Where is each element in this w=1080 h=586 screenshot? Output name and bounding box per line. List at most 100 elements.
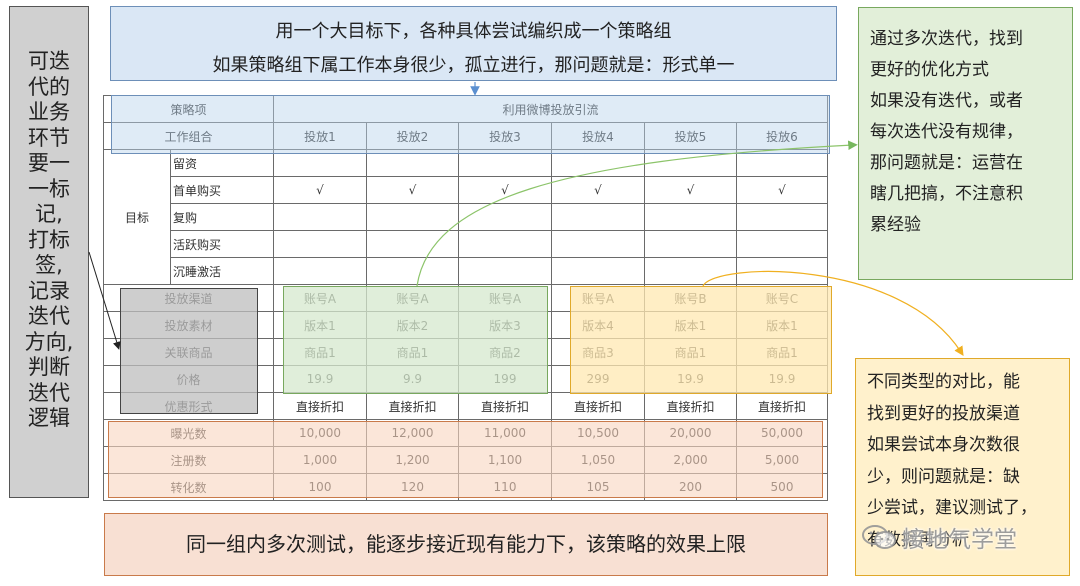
attribute-value: 直接折扣 [644, 392, 737, 420]
goal-mark [644, 230, 737, 258]
goal-mark [551, 203, 645, 231]
goal-mark [644, 257, 737, 285]
goal-mark [366, 203, 459, 231]
attribute-value: 账号A [458, 284, 552, 312]
goal-mark [458, 149, 552, 177]
attribute-value: 商品3 [551, 338, 645, 366]
left-note-line: 迭代 [28, 304, 70, 328]
goal-mark [458, 230, 552, 258]
goal-name: 复购 [170, 203, 274, 231]
left-note-line: 一标 [28, 176, 70, 201]
left-note-line: 判断 [28, 355, 70, 379]
metric-value: 50,000 [736, 419, 828, 447]
right-yellow-line: 少，则问题就是：缺 [867, 466, 1020, 487]
metric-value: 2,000 [644, 446, 737, 474]
attribute-value: 直接折扣 [366, 392, 459, 420]
table-row-attribute: 关联商品 商品1 商品1 商品2 商品3 商品1 商品1 [103, 338, 828, 366]
table-row-goal: 沉睡激活 [104, 257, 828, 285]
right-green-line: 累经验 [870, 215, 921, 235]
table-row-attribute: 投放素材 版本1 版本2 版本3 版本4 版本1 版本1 [103, 311, 828, 339]
goal-name: 首单购买 [170, 176, 274, 204]
goal-mark [458, 203, 552, 231]
goal-mark [736, 230, 828, 258]
goal-mark [644, 203, 737, 231]
metric-value: 5,000 [736, 446, 828, 474]
metric-name: 曝光数 [103, 419, 274, 447]
strategy-value: 利用微博投放引流 [273, 95, 828, 123]
attribute-value: 商品2 [458, 338, 552, 366]
watermark-text: 接地气学堂 [902, 527, 1017, 553]
table-row-strategy: 策略项 利用微博投放引流 [103, 95, 828, 123]
left-note-line: 可迭 [28, 49, 70, 73]
attribute-value: 直接折扣 [458, 392, 552, 420]
column-header: 投放5 [644, 122, 737, 150]
goal-name: 活跃购买 [170, 230, 274, 258]
metric-value: 10,500 [551, 419, 645, 447]
attribute-name: 优惠形式 [103, 392, 274, 420]
table-row-goal: 首单购买 √ √ √ √ √ √ [104, 176, 828, 204]
left-note-line: 记录 [28, 278, 70, 303]
strategy-table: 策略项 利用微博投放引流 工作组合 投放1 投放2 投放3 投放4 投放5 投放… [103, 95, 828, 501]
metric-value: 11,000 [458, 419, 552, 447]
column-header: 投放1 [273, 122, 367, 150]
metric-value: 20,000 [644, 419, 737, 447]
attribute-value: 199 [458, 365, 552, 393]
column-header: 投放3 [458, 122, 552, 150]
attribute-value: 版本4 [551, 311, 645, 339]
right-note-iteration: 通过多次迭代，找到 更好的优化方式 如果没有迭代，或者 每次迭代没有规律， 那问… [858, 7, 1073, 280]
attribute-value: 版本1 [736, 311, 828, 339]
attribute-value: 商品1 [736, 338, 828, 366]
left-note-line: 要一 [28, 151, 70, 175]
right-green-line: 每次迭代没有规律， [870, 122, 1023, 142]
goal-mark: √ [551, 176, 645, 204]
attribute-value: 商品1 [366, 338, 459, 366]
table-row-combo: 工作组合 投放1 投放2 投放3 投放4 投放5 投放6 [103, 122, 828, 150]
table-row-metric: 注册数 1,000 1,200 1,100 1,050 2,000 5,000 [103, 446, 828, 474]
right-green-line: 更好的优化方式 [870, 60, 989, 80]
right-yellow-line: 少尝试，建议测试了， [867, 498, 1037, 518]
metric-value: 1,050 [551, 446, 645, 474]
goal-mark [551, 149, 645, 177]
bottom-note-effect-limit: 同一组内多次测试，能逐步接近现有能力下，该策略的效果上限 [104, 513, 828, 576]
metric-value: 120 [366, 473, 459, 501]
goal-name: 留资 [170, 149, 274, 177]
table-row-goal: 活跃购买 [104, 230, 828, 258]
right-yellow-line: 如果尝试本身次数很 [867, 435, 1020, 455]
goal-mark [273, 230, 367, 258]
attribute-value: 账号C [736, 284, 828, 312]
left-note-line: 方向, [24, 329, 74, 354]
goal-mark [736, 203, 828, 231]
top-note-line-2: 如果策略组下属工作本身很少，孤立进行，那问题就是：形式单一 [212, 55, 735, 76]
metric-value: 200 [644, 473, 737, 501]
left-note-line: 签, [35, 253, 63, 277]
attribute-value: 版本1 [273, 311, 367, 339]
table-row-attribute: 优惠形式 直接折扣 直接折扣 直接折扣 直接折扣 直接折扣 直接折扣 [103, 392, 828, 420]
goal-mark [551, 230, 645, 258]
attribute-value: 商品1 [644, 338, 737, 366]
attribute-value: 19.9 [644, 365, 737, 393]
metric-value: 1,100 [458, 446, 552, 474]
attribute-value: 19.9 [736, 365, 828, 393]
goal-mark: √ [366, 176, 459, 204]
wechat-icon [862, 524, 898, 550]
metric-value: 10,000 [273, 419, 367, 447]
metric-value: 100 [273, 473, 367, 501]
goal-mark [273, 203, 367, 231]
goal-mark [644, 149, 737, 177]
metric-value: 110 [458, 473, 552, 501]
left-note-line: 逻辑 [28, 406, 70, 430]
metric-value: 105 [551, 473, 645, 501]
attribute-value: 9.9 [366, 365, 459, 393]
attribute-value: 直接折扣 [273, 392, 367, 420]
attribute-name: 投放素材 [103, 311, 274, 339]
right-green-line: 瞎几把搞，不注意积 [870, 184, 1023, 204]
attribute-value: 版本3 [458, 311, 552, 339]
attribute-value: 299 [551, 365, 645, 393]
metric-value: 1,000 [273, 446, 367, 474]
attribute-name: 价格 [103, 365, 274, 393]
goal-mark [273, 257, 367, 285]
attribute-value: 版本2 [366, 311, 459, 339]
column-header: 投放2 [366, 122, 459, 150]
right-green-line: 如果没有迭代，或者 [870, 91, 1023, 111]
goal-mark: √ [644, 176, 737, 204]
